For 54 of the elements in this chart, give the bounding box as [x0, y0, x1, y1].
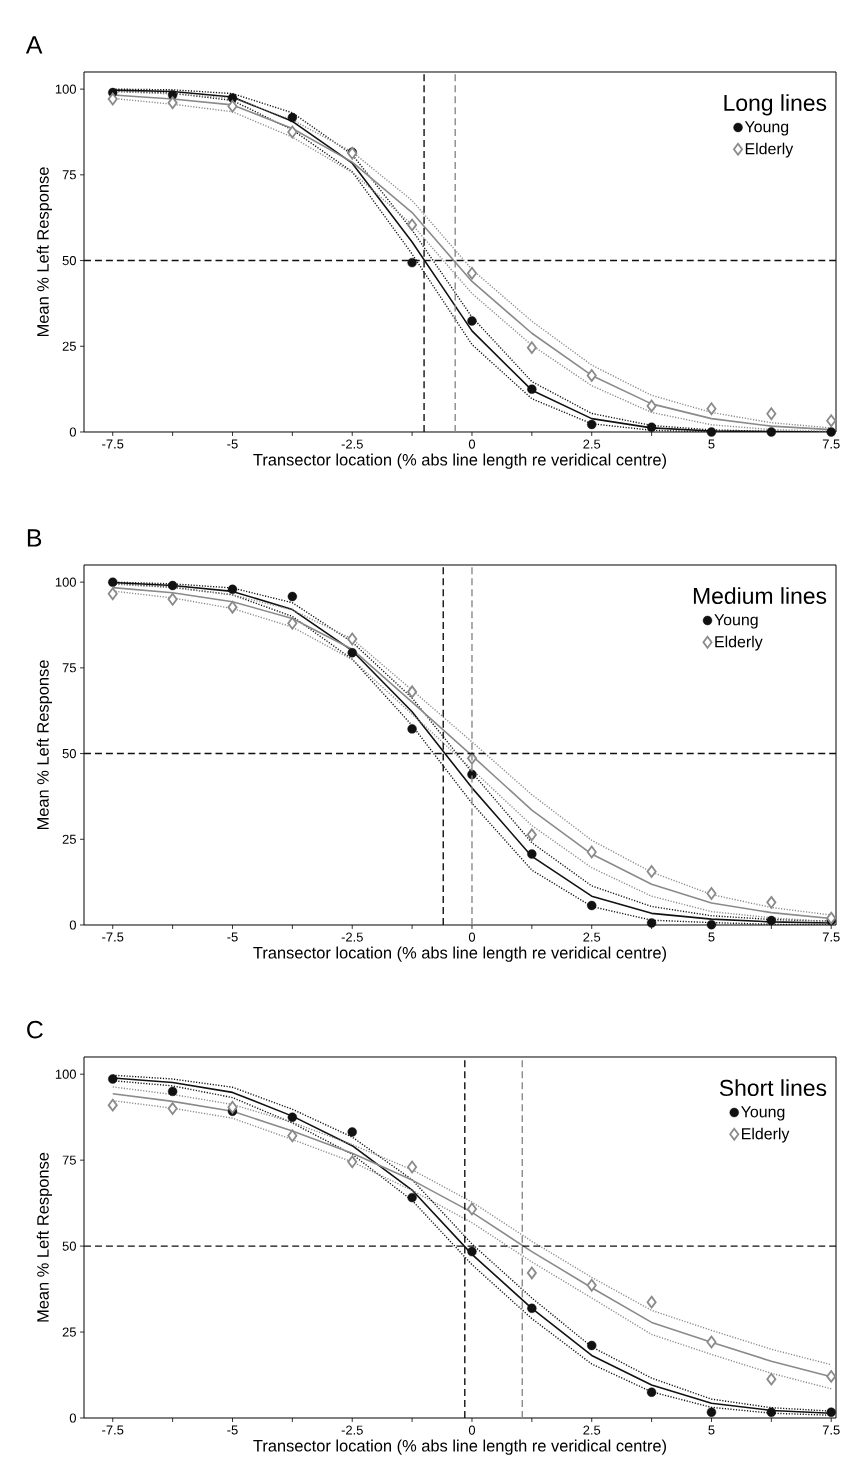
y-tick-label: 50 — [62, 1241, 76, 1251]
y-tick-label: 75 — [62, 1155, 76, 1165]
legend-label: Elderly — [745, 142, 794, 158]
legend-label: Young — [741, 1106, 785, 1121]
y-tick-label: 25 — [62, 1327, 76, 1337]
y-axis-title: Mean % Left Response — [36, 167, 53, 337]
chart-title: B — [27, 529, 42, 547]
y-tick-label: 100 — [55, 1069, 76, 1079]
legend-title: Medium lines — [693, 587, 827, 604]
x-tick-label: -5 — [227, 1425, 238, 1435]
x-tick-label: -2.5 — [341, 439, 363, 449]
chart-title: C — [27, 1020, 43, 1039]
chart-title: A — [25, 36, 43, 54]
legend-title: Short lines — [719, 1079, 827, 1097]
x-tick-label: 0 — [468, 1425, 476, 1435]
y-tick-label: 50 — [62, 255, 76, 266]
legend-label: Young — [714, 614, 758, 629]
x-tick-label: -5 — [227, 932, 238, 942]
x-tick-label: 5 — [708, 439, 715, 449]
x-tick-label: 0 — [468, 439, 476, 449]
y-tick-label: 25 — [62, 834, 76, 844]
legend-title: Long lines — [724, 94, 827, 116]
x-tick-label: 0 — [468, 932, 476, 942]
x-axis-title: Transector location (% abs line length re veridical centre) — [253, 453, 666, 469]
y-tick-label: 100 — [55, 577, 76, 587]
y-tick-label: 0 — [69, 1413, 76, 1423]
x-axis-title: Transector location (% abs line length re veridical centre) — [253, 946, 666, 962]
x-tick-label: 2.5 — [583, 439, 601, 449]
x-tick-label: -7.5 — [102, 439, 124, 449]
legend-label: Elderly — [742, 1127, 790, 1143]
y-tick-label: 0 — [69, 427, 76, 437]
legend-label: Elderly — [715, 635, 763, 651]
x-tick-label: -2.5 — [341, 932, 363, 942]
x-axis-title: Transector location (% abs line length re veridical centre) — [253, 1439, 666, 1455]
x-tick-label: 5 — [708, 932, 715, 942]
x-tick-label: -7.5 — [102, 1425, 124, 1435]
x-tick-label: 2.5 — [583, 1425, 601, 1435]
y-tick-label: 0 — [69, 920, 76, 930]
legend-label: Young — [744, 121, 789, 136]
y-tick-label: 100 — [55, 84, 76, 94]
y-axis-title: Mean % Left Response — [36, 660, 53, 830]
x-tick-label: -7.5 — [102, 932, 124, 942]
y-tick-label: 75 — [62, 170, 76, 180]
x-tick-label: 7.5 — [822, 439, 840, 449]
y-tick-label: 25 — [62, 341, 76, 351]
x-tick-label: -5 — [227, 439, 238, 449]
x-tick-label: 2.5 — [583, 932, 601, 942]
x-tick-label: 7.5 — [822, 932, 840, 942]
y-tick-label: 75 — [62, 663, 76, 673]
y-axis-title: Mean % Left Response — [36, 1152, 53, 1322]
x-tick-label: 5 — [708, 1425, 715, 1435]
x-tick-label: 7.5 — [822, 1425, 840, 1435]
x-tick-label: -2.5 — [341, 1425, 363, 1435]
y-tick-label: 50 — [62, 748, 76, 759]
